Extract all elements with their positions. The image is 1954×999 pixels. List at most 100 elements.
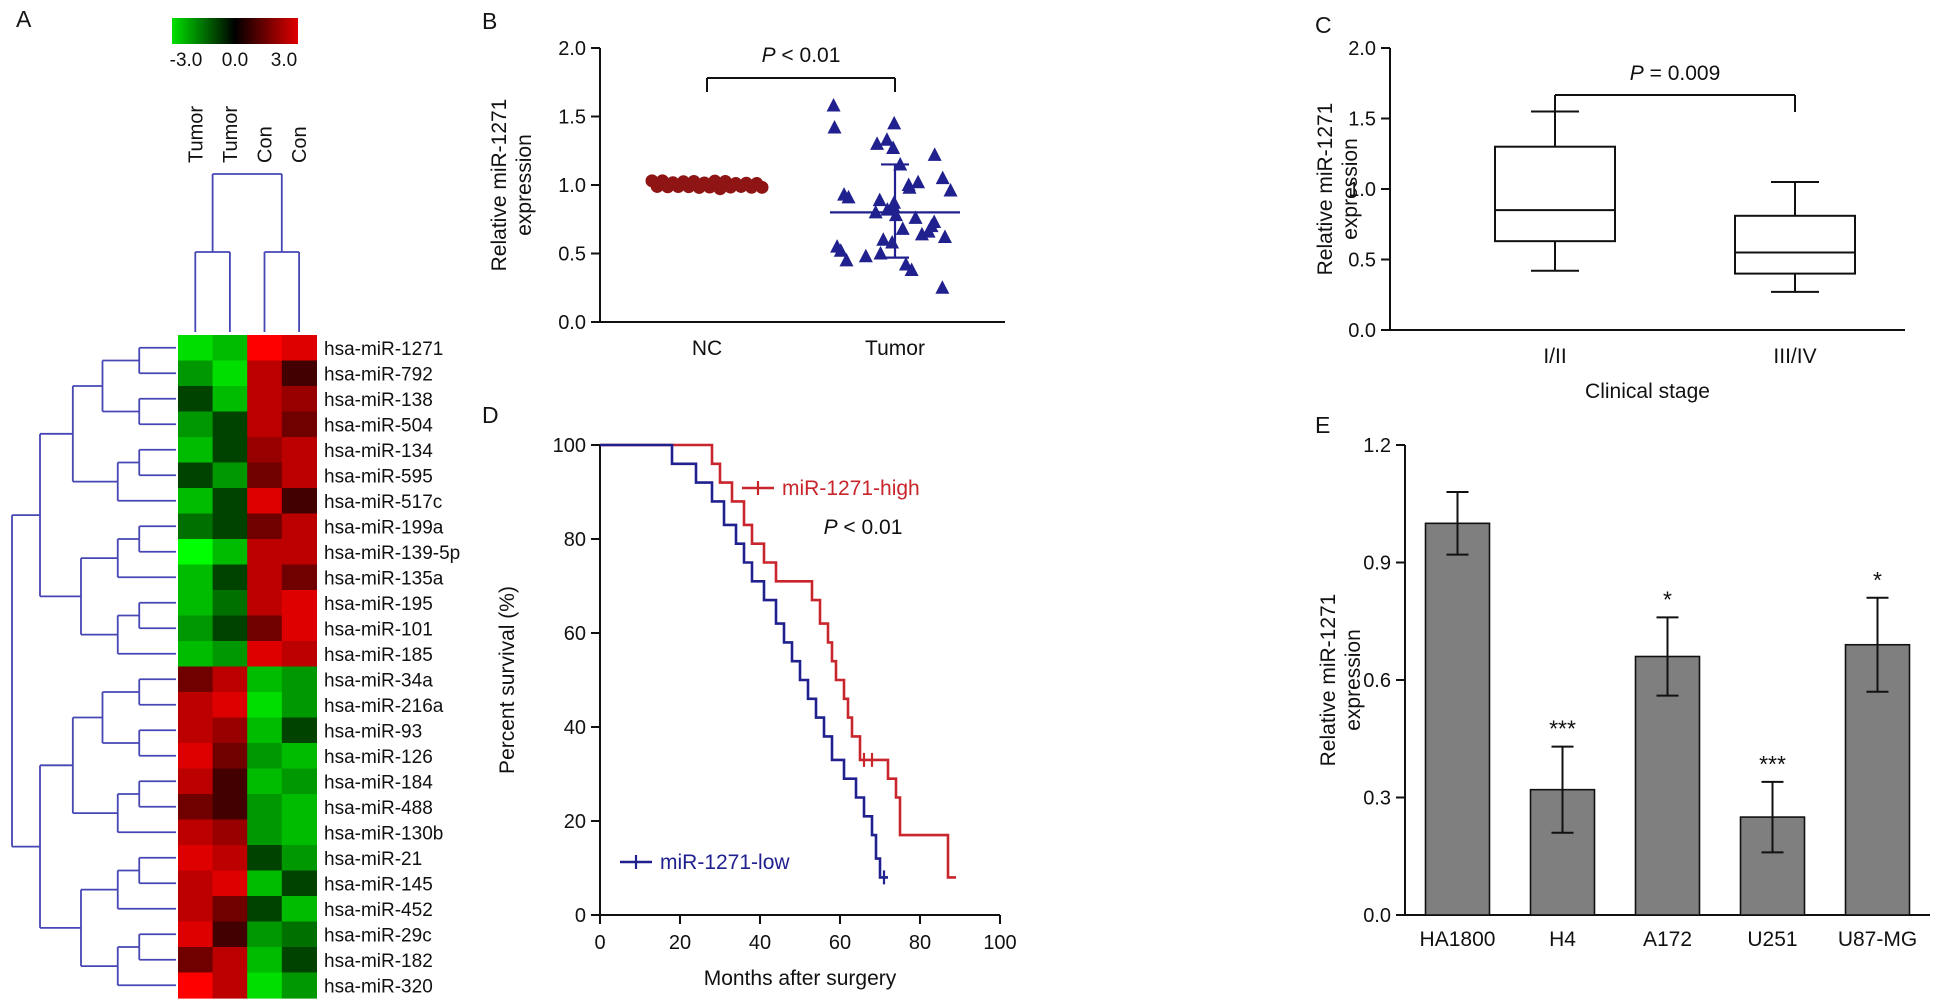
svg-text:0.0: 0.0 [222, 50, 248, 71]
tumor-points [826, 98, 958, 294]
legend-miR-1271-high: miR-1271-high [742, 477, 920, 500]
svg-text:80: 80 [564, 529, 586, 551]
svg-text:0.3: 0.3 [1363, 788, 1391, 810]
svg-text:P < 0.01: P < 0.01 [762, 44, 841, 67]
svg-text:0.0: 0.0 [1348, 320, 1376, 342]
heatmap-row-label: hsa-miR-182 [324, 951, 433, 972]
svg-text:0.5: 0.5 [1348, 250, 1376, 272]
svg-text:2.0: 2.0 [1348, 38, 1376, 60]
svg-text:60: 60 [829, 932, 851, 954]
heatmap-row-label: hsa-miR-792 [324, 364, 433, 385]
heatmap-cells [178, 335, 317, 999]
panel-b-label: B [482, 8, 498, 34]
significance-stars: * [1663, 586, 1672, 612]
x-category-label: HA1800 [1420, 928, 1496, 951]
svg-text:Relative miR-1271: Relative miR-1271 [1314, 103, 1337, 276]
panel-c-label: C [1315, 12, 1333, 38]
box-plot: 0.0 0.5 1.0 1.5 2.0 I/II III/IV Clinical stage R… [1314, 38, 1905, 403]
svg-text:Percent survival (%): Percent survival (%) [496, 586, 519, 774]
x-category-label: III/IV [1773, 345, 1816, 368]
svg-text:80: 80 [909, 932, 931, 954]
svg-text:miR-1271-low: miR-1271-low [660, 851, 790, 874]
svg-text:1.0: 1.0 [1348, 179, 1376, 201]
svg-text:1.5: 1.5 [1348, 109, 1376, 131]
panel-a-label: A [16, 6, 32, 32]
svg-text:expression: expression [1342, 629, 1365, 731]
svg-text:40: 40 [749, 932, 771, 954]
heatmap-col-label: Tumor [185, 106, 207, 163]
row-dendrogram [11, 346, 176, 987]
significance-stars: *** [1759, 751, 1786, 777]
svg-text:1.2: 1.2 [1363, 435, 1391, 457]
heatmap-col-label: Con [289, 126, 311, 163]
heatmap-row-label: hsa-miR-34a [324, 670, 433, 691]
bar-U251 [1739, 780, 1806, 916]
svg-text:20: 20 [669, 932, 691, 954]
svg-text:0: 0 [575, 905, 586, 927]
legend-miR-1271-low: miR-1271-low [620, 851, 790, 874]
heatmap-row-label: hsa-miR-93 [324, 721, 422, 742]
significance-bracket: P < 0.01 [706, 44, 896, 92]
significance-stars: * [1873, 567, 1882, 593]
survival-plot: 0 20 40 60 80 100 0 20 40 60 80 100 Months after sur… [496, 435, 1017, 990]
colorbar [172, 18, 298, 44]
x-axis-title: Clinical stage [1585, 380, 1710, 403]
svg-text:expression: expression [513, 134, 536, 236]
box [1734, 180, 1856, 293]
nc-points [645, 174, 769, 196]
heatmap-row-label: hsa-miR-145 [324, 874, 433, 895]
heatmap-row-label: hsa-miR-595 [324, 466, 433, 487]
svg-text:3.0: 3.0 [271, 50, 297, 71]
svg-text:P = 0.009: P = 0.009 [1630, 62, 1721, 85]
svg-text:0: 0 [594, 932, 605, 954]
bar-HA1800 [1424, 491, 1491, 916]
heatmap-row-label: hsa-miR-101 [324, 619, 433, 640]
km-curve-miR-1271-low [600, 443, 888, 885]
column-dendrogram [194, 173, 301, 332]
svg-text:100: 100 [553, 435, 586, 457]
svg-text:60: 60 [564, 623, 586, 645]
x-category-label: Tumor [865, 337, 925, 360]
significance-stars: *** [1549, 716, 1576, 742]
heatmap-row-label: hsa-miR-199a [324, 517, 444, 538]
heatmap-row-label: hsa-miR-130b [324, 823, 443, 844]
scatter-panel: 0.0 0.5 1.0 1.5 2.0 NC Tumor Relative miR-1271 e… [488, 38, 1005, 360]
bar-H4 [1529, 745, 1596, 916]
heatmap-row-label: hsa-miR-135a [324, 568, 444, 589]
svg-text:miR-1271-high: miR-1271-high [782, 477, 920, 500]
svg-text:Relative miR-1271: Relative miR-1271 [1317, 594, 1340, 767]
heatmap-panel: -3.0 0.0 3.0 Tumor Tumor Con Con hsa-miR-1271 hs… [11, 18, 460, 999]
heatmap-col-label: Con [255, 126, 277, 163]
boxplot-panel: 0.0 0.5 1.0 1.5 2.0 I/II III/IV Clinical stage R… [1314, 38, 1905, 403]
heatmap-row-label: hsa-miR-185 [324, 645, 433, 666]
bar-A172 [1634, 616, 1701, 916]
significance-bracket: P = 0.009 [1554, 62, 1796, 112]
svg-text:1.0: 1.0 [558, 175, 586, 197]
panel-d-label: D [482, 402, 500, 428]
x-category-label: H4 [1549, 928, 1576, 951]
heatmap-row-label: hsa-miR-184 [324, 772, 433, 793]
x-category-label: U87-MG [1838, 928, 1917, 951]
heatmap-row-label: hsa-miR-139-5p [324, 543, 460, 564]
bar-U87-MG [1844, 596, 1911, 916]
svg-text:100: 100 [983, 932, 1016, 954]
panel-e-label: E [1315, 412, 1331, 438]
svg-text:P < 0.01: P < 0.01 [824, 516, 903, 539]
svg-text:0.0: 0.0 [1363, 905, 1391, 927]
svg-text:-3.0: -3.0 [170, 50, 203, 71]
box [1494, 110, 1616, 272]
x-category-label: I/II [1543, 345, 1566, 368]
svg-text:0.5: 0.5 [558, 244, 586, 266]
svg-text:expression: expression [1339, 138, 1362, 240]
heatmap-row-label: hsa-miR-320 [324, 976, 433, 997]
heatmap-row-label: hsa-miR-195 [324, 594, 433, 615]
heatmap-row-label: hsa-miR-216a [324, 696, 444, 717]
heatmap-row-label: hsa-miR-517c [324, 492, 442, 513]
heatmap-row-label: hsa-miR-138 [324, 390, 433, 411]
heatmap-col-label: Tumor [220, 106, 242, 163]
heatmap: -3.0 0.0 3.0 Tumor Tumor Con Con hsa-miR-1271 hs… [11, 18, 460, 999]
svg-text:0.9: 0.9 [1363, 553, 1391, 575]
x-category-label: A172 [1643, 928, 1692, 951]
heatmap-row-label: hsa-miR-21 [324, 849, 422, 870]
